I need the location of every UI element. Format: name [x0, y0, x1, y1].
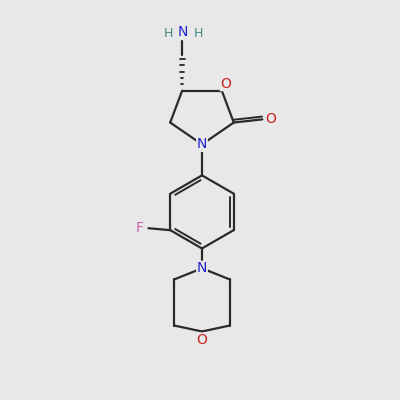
- Text: O: O: [266, 112, 276, 126]
- Text: O: O: [220, 77, 231, 91]
- Text: O: O: [196, 333, 208, 347]
- Text: N: N: [197, 261, 207, 275]
- Text: H: H: [194, 27, 204, 40]
- Text: N: N: [178, 25, 188, 39]
- Text: N: N: [197, 137, 207, 151]
- Text: F: F: [136, 221, 144, 235]
- Text: H: H: [164, 27, 173, 40]
